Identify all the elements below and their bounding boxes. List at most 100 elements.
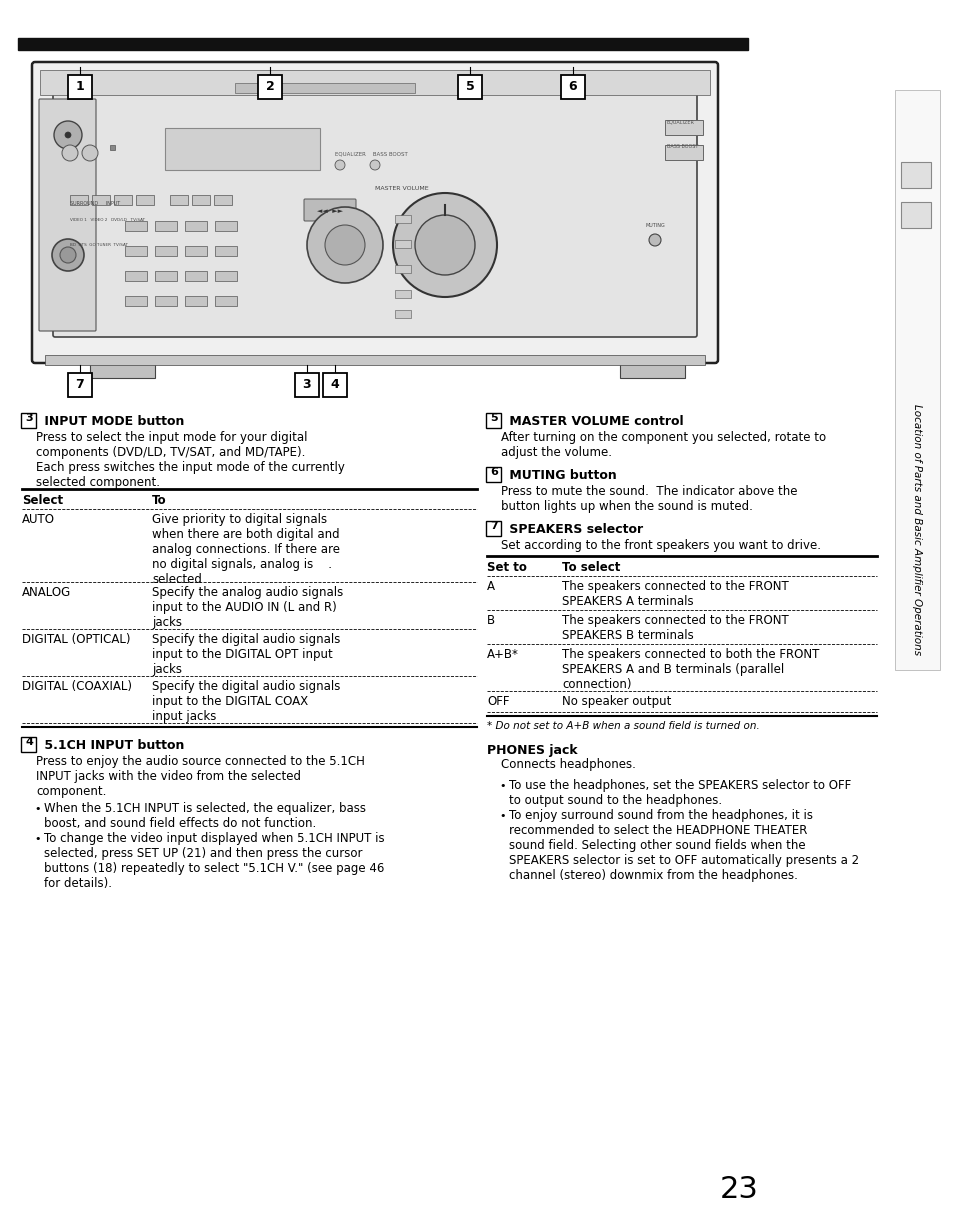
Bar	[154, 296, 177, 306]
Text: A+B*: A+B*	[486, 648, 518, 661]
Circle shape	[648, 235, 660, 246]
Bar	[395, 215, 411, 223]
Text: INPUT MODE button: INPUT MODE button	[40, 415, 184, 429]
Bar	[154, 271, 177, 281]
Text: Select: Select	[22, 494, 63, 507]
Circle shape	[307, 208, 382, 282]
Bar	[894, 90, 939, 670]
Text: * Do not set to A+B when a sound field is turned on.: * Do not set to A+B when a sound field i…	[486, 721, 759, 731]
FancyBboxPatch shape	[323, 373, 347, 397]
Text: SPEAKERS selector: SPEAKERS selector	[504, 523, 642, 535]
Text: •: •	[34, 834, 40, 844]
Bar	[214, 271, 236, 281]
Text: 6: 6	[568, 81, 577, 93]
Text: After turning on the component you selected, rotate to
adjust the volume.: After turning on the component you selec…	[500, 431, 825, 459]
FancyBboxPatch shape	[22, 737, 36, 752]
Circle shape	[65, 131, 71, 138]
Text: 7: 7	[75, 378, 84, 392]
Text: 5: 5	[465, 81, 474, 93]
Bar	[91, 195, 110, 205]
Text: ANALOG: ANALOG	[22, 586, 71, 599]
Bar	[170, 195, 188, 205]
Bar	[395, 265, 411, 273]
FancyBboxPatch shape	[457, 75, 481, 99]
Text: Give priority to digital signals
when there are both digital and
analog connecti: Give priority to digital signals when th…	[152, 513, 339, 586]
FancyBboxPatch shape	[294, 373, 318, 397]
FancyBboxPatch shape	[22, 413, 36, 427]
Text: •: •	[498, 781, 505, 791]
Bar	[664, 120, 702, 135]
Bar	[234, 84, 415, 93]
Bar	[619, 360, 684, 378]
FancyBboxPatch shape	[486, 467, 501, 481]
Bar	[90, 360, 154, 378]
FancyBboxPatch shape	[486, 521, 501, 535]
Circle shape	[335, 160, 345, 169]
Text: DIGITAL (OPTICAL): DIGITAL (OPTICAL)	[22, 632, 131, 646]
Text: Set according to the front speakers you want to drive.: Set according to the front speakers you …	[500, 539, 821, 553]
Text: 5.1CH INPUT button: 5.1CH INPUT button	[40, 739, 184, 752]
Circle shape	[54, 122, 82, 149]
Text: EQUALIZER    BASS BOOST: EQUALIZER BASS BOOST	[335, 151, 407, 156]
Bar	[125, 246, 147, 255]
FancyBboxPatch shape	[486, 413, 501, 427]
Bar	[185, 271, 207, 281]
Text: MUTING: MUTING	[644, 223, 664, 228]
Text: 1: 1	[75, 81, 84, 93]
Text: Press to mute the sound.  The indicator above the
button lights up when the soun: Press to mute the sound. The indicator a…	[500, 485, 797, 513]
Text: Specify the digital audio signals
input to the DIGITAL COAX
input jacks: Specify the digital audio signals input …	[152, 680, 340, 723]
Text: 4: 4	[331, 378, 339, 392]
Bar	[395, 239, 411, 248]
Bar	[214, 246, 236, 255]
Text: A: A	[486, 580, 495, 593]
Text: 2: 2	[265, 81, 274, 93]
Circle shape	[52, 239, 84, 271]
FancyBboxPatch shape	[68, 75, 91, 99]
Text: MASTER VOLUME: MASTER VOLUME	[375, 185, 428, 192]
Text: AUTO: AUTO	[22, 513, 55, 526]
Text: 7: 7	[490, 521, 497, 530]
Bar	[70, 195, 88, 205]
FancyBboxPatch shape	[257, 75, 282, 99]
Text: DIGITAL (COAXIAL): DIGITAL (COAXIAL)	[22, 680, 132, 693]
Text: VIDEO 1   VIDEO 2   DVD/LD   TV/SAT: VIDEO 1 VIDEO 2 DVD/LD TV/SAT	[70, 219, 145, 222]
Circle shape	[60, 247, 76, 263]
Bar	[125, 296, 147, 306]
Bar	[214, 221, 236, 231]
Text: Set to: Set to	[486, 561, 526, 573]
Text: Specify the digital audio signals
input to the DIGITAL OPT input
jacks: Specify the digital audio signals input …	[152, 632, 340, 675]
FancyBboxPatch shape	[560, 75, 584, 99]
Text: Press to enjoy the audio source connected to the 5.1CH
INPUT jacks with the vide: Press to enjoy the audio source connecte…	[36, 755, 364, 798]
Text: 4: 4	[25, 737, 33, 747]
Text: OFF: OFF	[486, 695, 509, 709]
Circle shape	[82, 145, 98, 161]
Text: B: B	[486, 614, 495, 628]
Bar	[395, 309, 411, 318]
Text: •: •	[498, 810, 505, 822]
Circle shape	[415, 215, 475, 275]
Text: EQUALIZER: EQUALIZER	[666, 119, 694, 124]
Text: BASS BOOST: BASS BOOST	[666, 144, 698, 149]
Text: Connects headphones.: Connects headphones.	[500, 758, 636, 771]
Text: The speakers connected to the FRONT
SPEAKERS B terminals: The speakers connected to the FRONT SPEA…	[561, 614, 788, 642]
Text: Location of Parts and Basic Amplifier Operations: Location of Parts and Basic Amplifier Op…	[911, 404, 921, 656]
Bar	[900, 201, 930, 228]
Text: 3: 3	[302, 378, 311, 392]
Bar	[136, 195, 153, 205]
Bar	[45, 355, 704, 365]
Text: •: •	[34, 804, 40, 814]
Bar	[213, 195, 232, 205]
FancyBboxPatch shape	[53, 93, 697, 336]
Bar	[113, 195, 132, 205]
Bar	[185, 246, 207, 255]
FancyBboxPatch shape	[68, 373, 91, 397]
Bar	[125, 221, 147, 231]
Bar	[900, 162, 930, 188]
Text: 5: 5	[490, 413, 497, 422]
Text: Press to select the input mode for your digital
components (DVD/LD, TV/SAT, and : Press to select the input mode for your …	[36, 431, 345, 489]
Bar	[185, 296, 207, 306]
Bar	[110, 145, 115, 150]
Circle shape	[62, 145, 78, 161]
Text: 6: 6	[490, 467, 497, 476]
Text: Specify the analog audio signals
input to the AUDIO IN (L and R)
jacks: Specify the analog audio signals input t…	[152, 586, 343, 629]
